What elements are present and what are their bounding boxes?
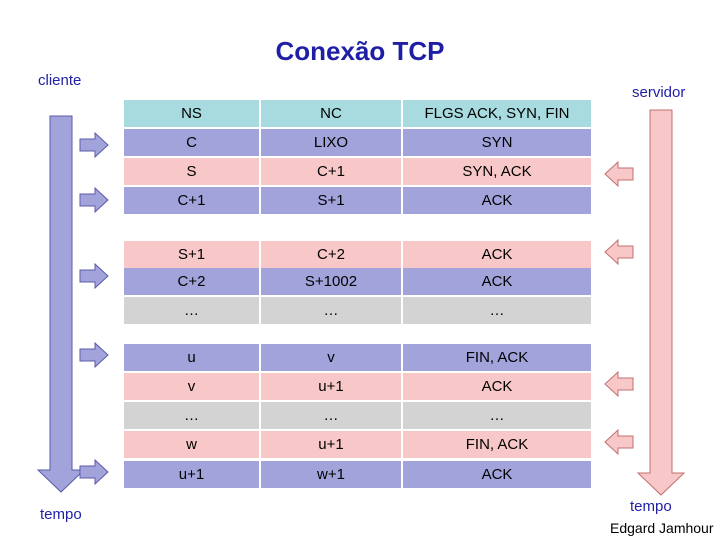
table-row: v u+1 ACK (124, 373, 591, 400)
table-row-ellipsis: … … … (124, 402, 591, 429)
table-row: u+1 w+1 ACK (124, 461, 591, 488)
cell-ns: u+1 (124, 461, 261, 488)
table-row: w u+1 FIN, ACK (124, 431, 591, 458)
table-row: C+2 S+1002 ACK (124, 268, 591, 295)
author-credit: Edgard Jamhour (610, 520, 714, 536)
client-arrow-3 (79, 262, 109, 290)
cell-ns: w (124, 431, 261, 458)
cell-flags: ACK (481, 466, 513, 483)
client-arrow-1 (79, 131, 109, 159)
cell-nc: S+1 (261, 187, 403, 214)
cell-ns: … (124, 297, 261, 324)
diagram-title: Conexão TCP (275, 36, 445, 66)
cell-ns: C (124, 129, 261, 156)
cell-ns: u (124, 344, 261, 371)
cell-ns: C+2 (124, 268, 261, 295)
table-row: u v FIN, ACK (124, 344, 591, 371)
cell-ns: S (124, 158, 261, 185)
client-arrow-2 (79, 186, 109, 214)
table-row: S+1 C+2 ACK (124, 241, 591, 268)
header-flags: FLGS ACK, SYN, FIN (424, 105, 570, 122)
cell-flags: ACK (481, 273, 513, 290)
server-arrow-3 (604, 370, 634, 398)
client-arrow-5 (79, 458, 109, 486)
client-label: cliente (38, 72, 82, 89)
cell-nc: u+1 (261, 373, 403, 400)
cell-nc: S+1002 (261, 268, 403, 295)
cell-nc: w+1 (261, 461, 403, 488)
table-row: S C+1 SYN, ACK (124, 158, 591, 185)
cell-flags: FIN, ACK (465, 349, 529, 366)
cell-flags: FIN, ACK (465, 436, 529, 453)
table-row: C LIXO SYN (124, 129, 591, 156)
cell-nc: C+1 (261, 158, 403, 185)
cell-flags: SYN, ACK (462, 163, 532, 180)
cell-nc: … (261, 297, 403, 324)
cell-flags: … (489, 302, 505, 319)
cell-nc: v (261, 344, 403, 371)
server-arrow-4 (604, 428, 634, 456)
server-send-arrows (604, 160, 634, 456)
cell-flags: ACK (481, 378, 513, 395)
cell-ns: C+1 (124, 187, 261, 214)
cell-flags: ACK (481, 192, 513, 209)
cell-nc: C+2 (261, 241, 403, 268)
client-send-arrows (79, 131, 109, 486)
server-arrow-2 (604, 238, 634, 266)
server-timeline-arrow (636, 109, 686, 496)
client-arrow-4 (79, 341, 109, 369)
cell-ns: v (124, 373, 261, 400)
cell-flags: … (489, 407, 505, 424)
server-label: servidor (632, 84, 686, 101)
cell-nc: … (261, 402, 403, 429)
server-time-label: tempo (630, 498, 672, 515)
cell-nc: LIXO (261, 129, 403, 156)
cell-flags: SYN (481, 134, 513, 151)
cell-flags: ACK (481, 246, 513, 263)
header-ns: NS (124, 100, 261, 127)
header-nc: NC (261, 100, 403, 127)
cell-ns: … (124, 402, 261, 429)
server-arrow-1 (604, 160, 634, 188)
table-header-row: NS NC FLGS ACK, SYN, FIN (124, 100, 591, 127)
table-row: C+1 S+1 ACK (124, 187, 591, 214)
cell-ns: S+1 (124, 241, 261, 268)
client-time-label: tempo (40, 506, 82, 523)
cell-nc: u+1 (261, 431, 403, 458)
table-row-ellipsis: … … … (124, 297, 591, 324)
client-timeline-arrow (36, 115, 86, 493)
